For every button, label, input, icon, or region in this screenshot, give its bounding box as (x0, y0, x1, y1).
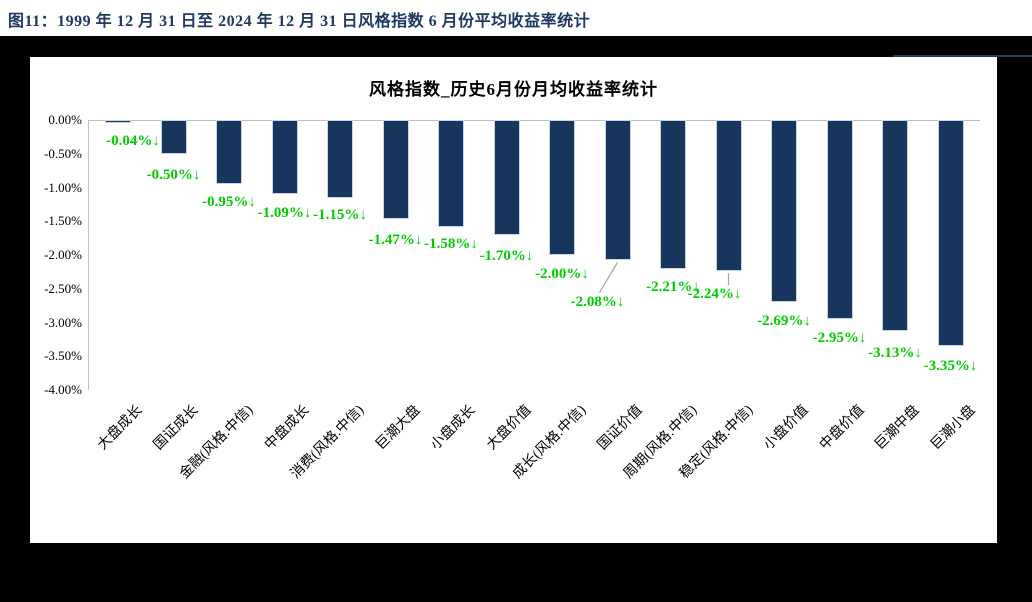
y-axis-tick-label: -2.50% (44, 280, 82, 296)
bar (549, 120, 575, 255)
bar (382, 120, 409, 219)
y-axis-tick-label: -4.00% (44, 382, 82, 397)
zero-axis-line (88, 120, 980, 121)
chart-panel: 风格指数_历史6月份月均收益率统计 0.00% -0.50% -1.00% -1.50… (30, 57, 997, 543)
bar-value-label: -2.24%↓ (687, 286, 742, 302)
x-axis-label: 巨潮中盘 (872, 402, 923, 454)
bar (105, 120, 131, 123)
x-axis-label: 中盘成长 (261, 402, 312, 454)
y-axis-tick-label: -0.50% (44, 145, 82, 161)
x-axis-label: 大盘成长 (95, 402, 146, 454)
bar-value-label: -1.15%↓ (313, 207, 367, 223)
bar (771, 120, 797, 302)
bar (826, 120, 853, 319)
y-axis-tick-label: -1.50% (44, 213, 82, 229)
bar-value-label: -2.69%↓ (757, 313, 811, 329)
x-axis-label: 巨潮大盘 (372, 402, 423, 454)
bar (216, 120, 242, 184)
bar (937, 120, 964, 346)
bar (438, 120, 464, 227)
bar-value-label: -0.04%↓ (106, 133, 160, 149)
y-axis-tick-label: -3.50% (44, 348, 82, 364)
bar-value-label: -3.13%↓ (868, 345, 922, 361)
x-axis-label: 巨潮小盘 (927, 402, 978, 454)
chart-title: 风格指数_历史6月份月均收益率统计 (369, 80, 658, 99)
bar-value-label: -2.95%↓ (812, 330, 867, 346)
x-axis-label: 大盘价值 (483, 402, 534, 454)
bar (660, 120, 686, 269)
x-axis-label: 小盘价值 (761, 402, 812, 454)
bar-value-label: -1.70%↓ (479, 248, 534, 264)
x-axis-label: 国证成长 (150, 402, 201, 454)
bar-value-label: -0.50%↓ (146, 167, 201, 183)
y-axis-tick-label: -3.00% (44, 314, 82, 330)
bar (493, 120, 520, 235)
x-axis-label: 小盘成长 (428, 402, 479, 454)
bar (715, 120, 742, 271)
bar (271, 120, 298, 194)
bar-value-label: -2.00%↓ (535, 266, 589, 282)
bar (327, 120, 353, 198)
caption-rule-line (893, 55, 1032, 57)
bar-value-label: -3.35%↓ (923, 358, 978, 374)
y-axis-tick-label: -2.00% (44, 247, 82, 262)
bar-value-label: -0.95%↓ (202, 194, 256, 210)
x-axis-label: 中盘价值 (816, 402, 867, 454)
y-axis-tick-label: 0.00% (48, 112, 82, 127)
bar (160, 120, 187, 154)
bar-value-label: -1.47%↓ (368, 232, 423, 248)
bar (882, 120, 908, 331)
bar-value-label: -2.08%↓ (570, 294, 625, 310)
x-axis-label: 国证价值 (594, 402, 645, 454)
figure-caption: 图11：1999 年 12 月 31 日至 2024 年 12 月 31 日风格… (8, 13, 591, 30)
y-axis-tick-label: -1.00% (44, 179, 82, 195)
bar (604, 120, 631, 260)
bar-value-label: -1.09%↓ (257, 205, 312, 221)
bar-value-label: -2.21%↓ (646, 279, 700, 295)
figure-caption-strip: 图11：1999 年 12 月 31 日至 2024 年 12 月 31 日风格… (0, 0, 1032, 36)
bar-value-label: -1.58%↓ (424, 236, 478, 252)
y-axis-line (88, 120, 89, 390)
